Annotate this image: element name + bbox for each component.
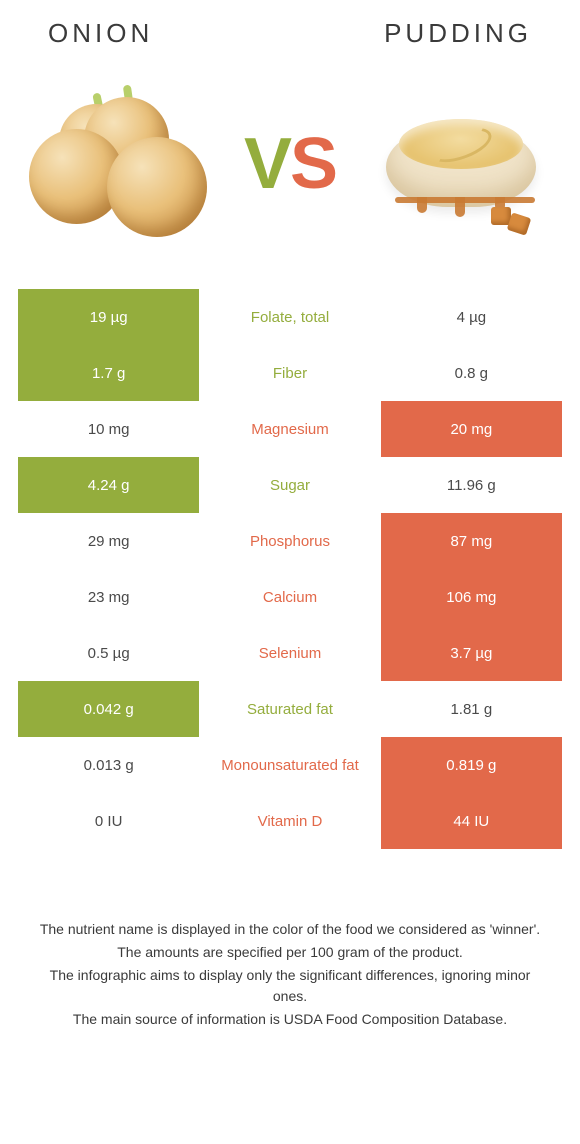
nutrient-label: Calcium xyxy=(199,569,380,625)
left-value: 1.7 g xyxy=(18,345,199,401)
left-value: 0.042 g xyxy=(18,681,199,737)
nutrient-row: 0 IUVitamin D44 IU xyxy=(18,793,562,849)
right-value: 1.81 g xyxy=(381,681,562,737)
nutrient-row: 10 mgMagnesium20 mg xyxy=(18,401,562,457)
left-value: 0.5 µg xyxy=(18,625,199,681)
nutrient-label: Magnesium xyxy=(199,401,380,457)
nutrient-label: Phosphorus xyxy=(199,513,380,569)
nutrient-row: 29 mgPhosphorus87 mg xyxy=(18,513,562,569)
nutrient-label: Vitamin D xyxy=(199,793,380,849)
right-value: 11.96 g xyxy=(381,457,562,513)
nutrient-row: 23 mgCalcium106 mg xyxy=(18,569,562,625)
nutrient-row: 4.24 gSugar11.96 g xyxy=(18,457,562,513)
nutrient-label: Selenium xyxy=(199,625,380,681)
right-value: 0.819 g xyxy=(381,737,562,793)
nutrient-row: 19 µgFolate, total4 µg xyxy=(18,289,562,345)
nutrient-row: 0.013 gMonounsaturated fat0.819 g xyxy=(18,737,562,793)
left-value: 29 mg xyxy=(18,513,199,569)
nutrient-table: 19 µgFolate, total4 µg1.7 gFiber0.8 g10 … xyxy=(18,289,562,849)
vs-label: VS xyxy=(244,123,336,205)
left-value: 4.24 g xyxy=(18,457,199,513)
right-value: 3.7 µg xyxy=(381,625,562,681)
nutrient-row: 1.7 gFiber0.8 g xyxy=(18,345,562,401)
footnote-line: The main source of information is USDA F… xyxy=(36,1009,544,1030)
footnote-line: The nutrient name is displayed in the co… xyxy=(36,919,544,940)
nutrient-label: Folate, total xyxy=(199,289,380,345)
vs-s-letter: S xyxy=(290,124,336,204)
vs-v-letter: V xyxy=(244,124,290,204)
nutrient-row: 0.5 µgSelenium3.7 µg xyxy=(18,625,562,681)
right-value: 106 mg xyxy=(381,569,562,625)
right-value: 20 mg xyxy=(381,401,562,457)
left-value: 0 IU xyxy=(18,793,199,849)
footnote-line: The amounts are specified per 100 gram o… xyxy=(36,942,544,963)
nutrient-label: Sugar xyxy=(199,457,380,513)
footnotes: The nutrient name is displayed in the co… xyxy=(18,919,562,1030)
left-value: 0.013 g xyxy=(18,737,199,793)
right-value: 0.8 g xyxy=(381,345,562,401)
hero-row: VS xyxy=(18,79,562,249)
right-value: 4 µg xyxy=(381,289,562,345)
left-food-title: Onion xyxy=(48,18,153,49)
title-row: Onion Pudding xyxy=(18,18,562,49)
onion-illustration xyxy=(24,79,214,249)
comparison-infographic: Onion Pudding VS 19 µgFolat xyxy=(0,0,580,1062)
right-food-title: Pudding xyxy=(384,18,532,49)
pudding-illustration xyxy=(366,79,556,249)
nutrient-label: Saturated fat xyxy=(199,681,380,737)
nutrient-label: Monounsaturated fat xyxy=(199,737,380,793)
footnote-line: The infographic aims to display only the… xyxy=(36,965,544,1007)
right-value: 44 IU xyxy=(381,793,562,849)
left-value: 10 mg xyxy=(18,401,199,457)
nutrient-label: Fiber xyxy=(199,345,380,401)
right-value: 87 mg xyxy=(381,513,562,569)
nutrient-row: 0.042 gSaturated fat1.81 g xyxy=(18,681,562,737)
left-value: 23 mg xyxy=(18,569,199,625)
left-value: 19 µg xyxy=(18,289,199,345)
